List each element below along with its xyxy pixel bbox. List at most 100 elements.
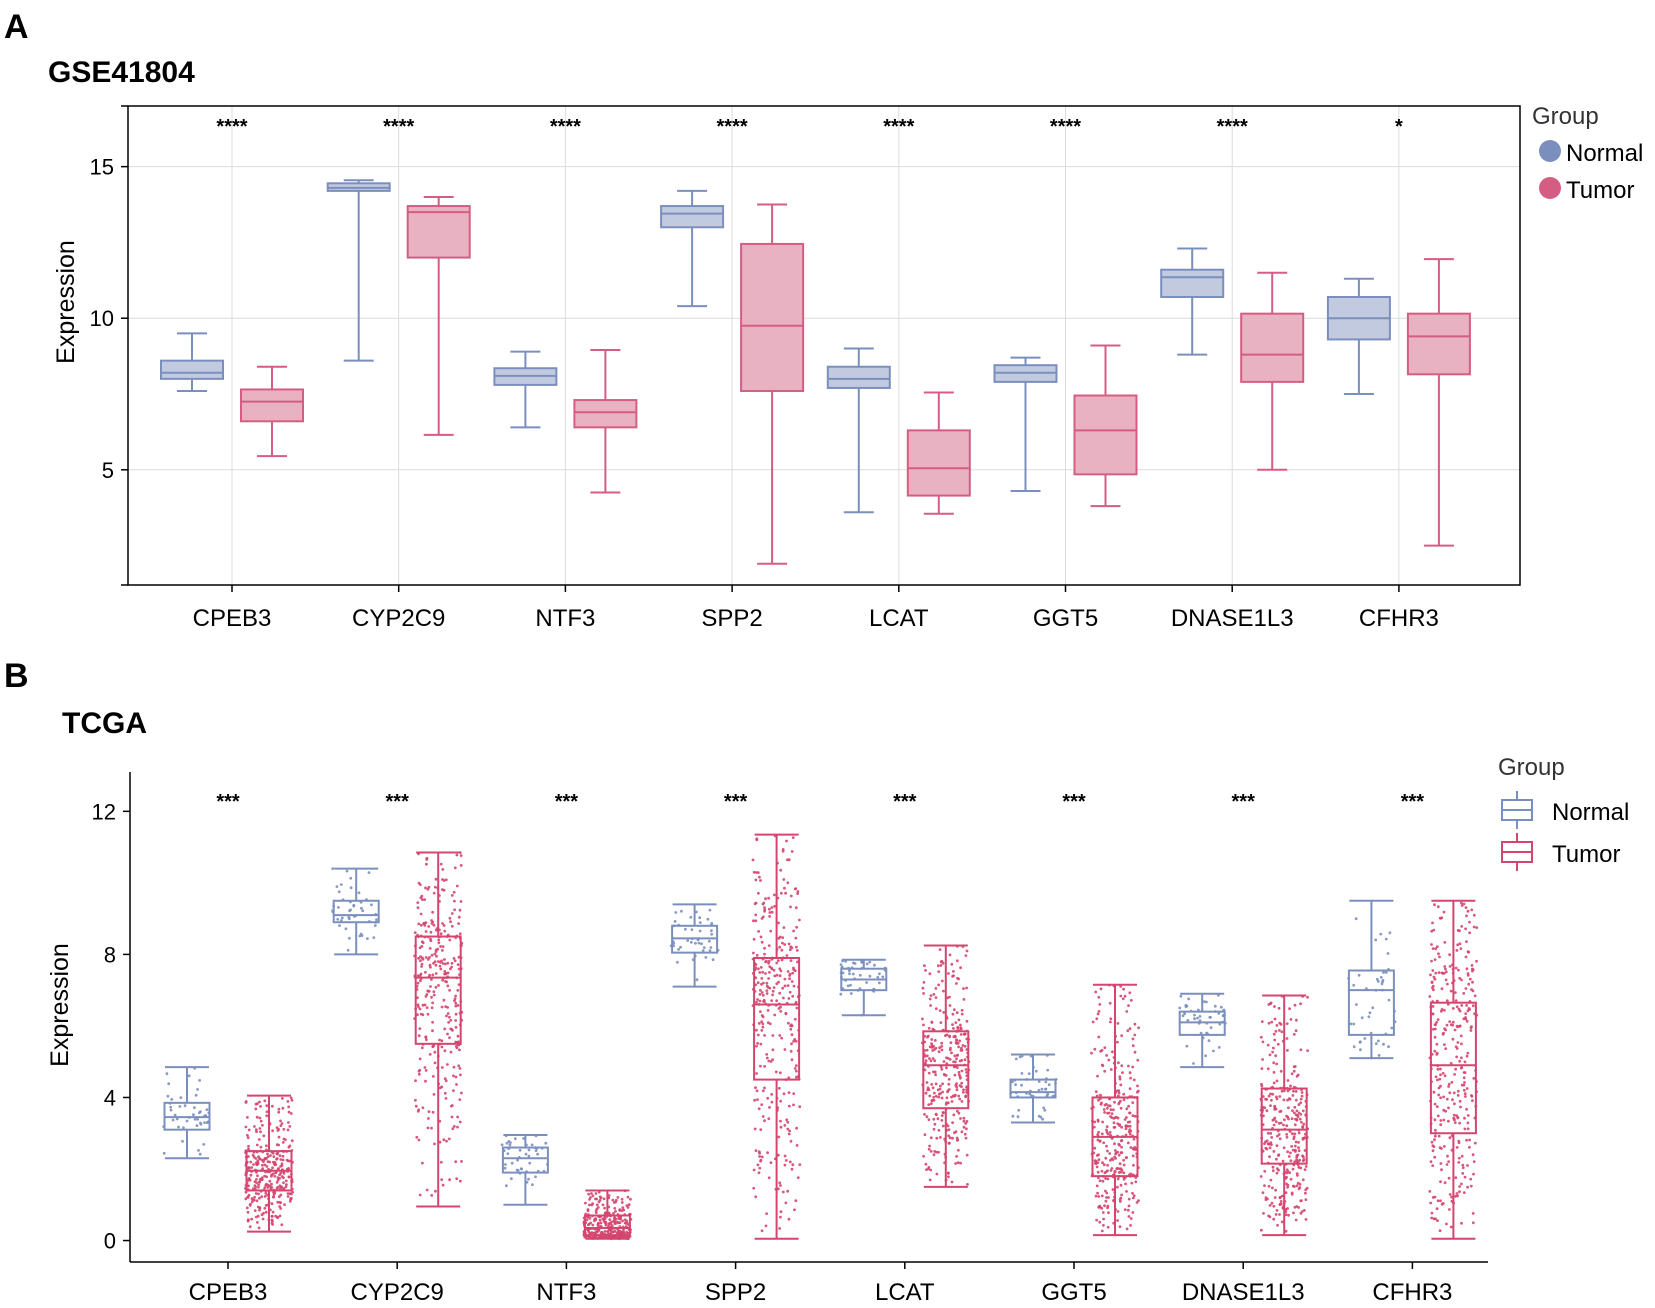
panel-b-normal-cpeb3-point [192,1113,195,1117]
panel-b-tumor-lcat-point [960,1046,963,1050]
panel-b-normal-ggt5-point [1014,1083,1017,1086]
panel-b-normal-dnase1l3-point [1207,1039,1211,1042]
panel-b-tumor-spp2-point [755,837,759,841]
panel-b-tumor-cfhr3-point [1456,943,1460,947]
panel-b-tumor-dnase1l3-point [1282,1098,1286,1102]
panel-b-tumor-spp2-point [788,948,792,952]
panel-b-tumor-spp2-point [779,1119,782,1123]
panel-b-tumor-spp2-point [755,1044,758,1048]
panel-b-tumor-spp2-point [753,1098,756,1102]
panel-b-tumor-spp2-point [788,972,792,976]
panel-b-tumor-spp2-point [762,901,766,905]
panel-b-tumor-cyp2c9-point [419,912,423,916]
panel-b-tumor-lcat-point [932,1095,936,1099]
panel-b-tumor-cyp2c9-point [444,1079,448,1083]
panel-b-tumor-cpeb3-point [282,1171,286,1175]
panel-b-tumor-cfhr3-point [1439,1199,1442,1203]
panel-b-tumor-ggt5-point [1112,1108,1115,1112]
panel-b-tumor-cfhr3-point [1428,1190,1432,1193]
panel-b-normal-cfhr3-point [1369,1031,1373,1035]
panel-b-tumor-dnase1l3-point [1273,1116,1277,1120]
panel-b-tumor-cfhr3-point [1453,1028,1457,1032]
panel-b-tumor-cyp2c9-point [419,923,423,927]
panel-b-tumor-ggt5-point [1117,1101,1121,1105]
panel-b-normal-cfhr3-point [1384,937,1388,941]
panel-b-tumor-lcat-point [925,1115,929,1119]
panel-b-tumor-spp2-point [758,999,762,1003]
panel-b-tumor-cfhr3-point [1471,980,1474,984]
panel-b-tumor-cpeb3-point [254,1107,258,1111]
panel-b-tumor-cpeb3-point [252,1163,255,1166]
panel-b-tumor-cfhr3-box [1429,1001,1477,1135]
panel-b-tumor-spp2-point [768,971,771,974]
panel-b-tumor-cfhr3-point [1432,1090,1436,1094]
panel-b-tumor-spp2-point [794,1039,798,1043]
panel-b-tumor-cyp2c9-point [425,1038,428,1042]
panel-b-tumor-ntf3-point [597,1229,601,1232]
panel-b-tumor-cyp2c9-point [443,970,447,973]
panel-b-tumor-ggt5-point [1097,1130,1100,1134]
panel-b-tumor-ggt5-point [1122,987,1125,991]
panel-b-tumor-spp2-point [796,890,800,893]
panel-b-tumor-lcat-point [957,1073,961,1076]
panel-b-tumor-ggt5-point [1125,1190,1128,1193]
panel-b-tumor-dnase1l3-point [1270,1136,1274,1139]
panel-b-tumor-ntf3-point [591,1194,595,1198]
panel-b-tumor-spp2-point [761,1022,765,1026]
panel-b-tumor-spp2-point [753,1127,757,1131]
panel-b-tumor-cfhr3-point [1460,925,1464,928]
panel-b-tumor-ggt5-point [1106,1177,1110,1181]
panel-b-tumor-ggt5-point [1108,1152,1112,1155]
panel-b-tumor-cyp2c9-point [458,908,462,912]
panel-b-normal-spp2-point [697,941,701,945]
panel-b-tumor-lcat-point [935,1172,939,1176]
panel-b-tumor-dnase1l3-point [1278,1203,1282,1206]
panel-b-tumor-cpeb3-point [279,1201,282,1205]
panel-b-normal-dnase1l3-point [1212,1049,1215,1053]
panel-b-tumor-cfhr3-point [1448,1193,1452,1196]
panel-b-tumor-cfhr3-point [1448,1091,1452,1095]
panel-b-tumor-lcat-point [960,1081,964,1085]
panel-b-tumor-cfhr3-point [1454,966,1458,970]
panel-b-tumor-lcat-point [954,1130,958,1133]
panel-b-tumor-cpeb3-point [258,1100,261,1104]
panel-b-tumor-ggt5-point [1102,1224,1105,1227]
panel-b-tumor-ntf3-point [621,1231,625,1235]
panel-b-tumor-spp2-point [759,1042,763,1046]
panel-b-tumor-cyp2c9-point [428,947,432,950]
panel-b-tumor-dnase1l3-point [1293,1160,1297,1163]
panel-b-normal-dnase1l3-point [1213,1004,1217,1008]
panel-b-tumor-cyp2c9-point [450,894,454,897]
panel-b-tumor-lcat-point [952,1027,955,1030]
panel-b-tumor-dnase1l3-point [1261,1058,1264,1061]
panel-b-tumor-spp2-point [761,993,765,997]
panel-b-tumor-cfhr3-point [1464,1017,1468,1021]
panel-b-tumor-dnase1l3-point [1295,1160,1299,1164]
panel-b-tumor-lcat-point [965,1019,969,1023]
panel-b-tumor-cfhr3-point [1448,953,1451,957]
panel-b-tumor-ntf3-point [614,1198,618,1202]
panel-b-tumor-cfhr3-point [1429,1160,1433,1164]
panel-b-normal-spp2-point [674,911,678,914]
panel-b-tumor-cfhr3-point [1434,1128,1437,1132]
panel-b-tumor-cfhr3-point [1447,1106,1450,1110]
panel-b-tumor-cpeb3-point [286,1128,290,1132]
panel-b-tumor-cyp2c9-point [445,1014,448,1018]
panel-b-tumor-lcat-point [955,1011,959,1015]
panel-b-tumor-cyp2c9-point [438,964,442,968]
panel-b-tumor-cyp2c9-point [452,1065,456,1069]
panel-b-tumor-cpeb3-point [284,1138,287,1142]
panel-b-tumor-cfhr3-point [1472,1160,1476,1163]
panel-b-tumor-ntf3-point [594,1209,598,1212]
panel-b-tumor-lcat-point [929,1168,933,1172]
panel-b-tumor-cfhr3-point [1460,1056,1463,1060]
panel-b-normal-cfhr3-point [1386,952,1390,955]
panel-b-tumor-spp2-point [763,1065,766,1068]
panel-b-tumor-cfhr3-point [1458,1190,1461,1193]
panel-b-tumor-cfhr3-point [1430,1216,1433,1220]
panel-b-tumor-ntf3-point [626,1206,630,1209]
panel-b-normal-cyp2c9-point [373,924,377,927]
panel-b-tumor-cfhr3-point [1437,971,1441,974]
panel-b-tumor-spp2-point [767,1176,771,1180]
panel-b-tumor-cpeb3-point [244,1197,248,1201]
